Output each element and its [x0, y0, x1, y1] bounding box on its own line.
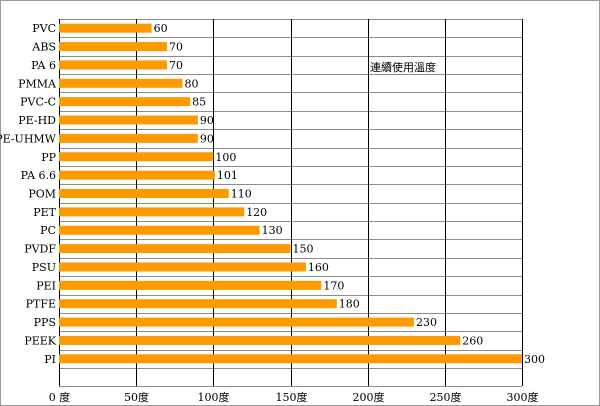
category-label: POM [28, 188, 56, 201]
category-label: PVC-C [20, 96, 56, 109]
bars [59, 23, 522, 364]
data-label: 230 [416, 316, 437, 329]
bar [59, 42, 168, 52]
bar [59, 133, 198, 143]
data-label: 85 [192, 96, 206, 109]
x-tick-label: 300度 [507, 390, 539, 404]
category-label: PC [40, 224, 56, 237]
bar [59, 207, 245, 217]
category-label: PE-HD [18, 114, 56, 127]
bar [59, 78, 183, 88]
data-label: 160 [308, 261, 329, 274]
x-tick-label: 100度 [198, 390, 230, 404]
bar [59, 244, 291, 254]
data-label: 101 [217, 169, 238, 182]
category-label: PI [44, 353, 56, 366]
category-label: ABS [31, 41, 56, 54]
category-label: PTFE [26, 298, 56, 311]
bar [59, 170, 215, 180]
data-label: 150 [293, 243, 314, 256]
x-tick-label: 150度 [276, 390, 308, 404]
data-label: 70 [169, 41, 183, 54]
labels: 0 度 50度 100度 150度 200度 250度 300度 PVC 60 ABS 70 PA 6… [0, 22, 545, 404]
data-label: 90 [200, 132, 214, 145]
category-label: PVDF [24, 243, 56, 256]
category-label: PEI [36, 279, 56, 292]
category-label: PE-UHMW [0, 132, 57, 145]
bar [59, 299, 337, 309]
category-label: PA 6.6 [21, 169, 56, 182]
data-label: 60 [154, 22, 168, 35]
category-label: PEEK [24, 334, 56, 347]
category-label: PMMA [18, 77, 57, 90]
bar [59, 354, 522, 364]
data-label: 80 [184, 77, 198, 90]
x-tick-label: 200度 [353, 390, 385, 404]
bar [59, 152, 214, 162]
bar [59, 115, 198, 125]
data-label: 260 [462, 334, 483, 347]
data-label: 300 [524, 353, 545, 366]
bar [59, 317, 414, 327]
data-label: 170 [323, 279, 344, 292]
category-label: PA 6 [31, 59, 56, 72]
category-label: PSU [32, 261, 56, 274]
bar [59, 60, 168, 70]
chart-annotation: 連續使用溫度 [370, 60, 436, 74]
data-label: 110 [231, 188, 252, 201]
data-label: 130 [262, 224, 283, 237]
category-label: PVC [32, 22, 56, 35]
bar [59, 189, 229, 198]
category-label: PP [41, 151, 56, 164]
x-tick-label: 0 度 [49, 390, 71, 404]
bar [59, 280, 322, 290]
category-label: PPS [34, 316, 56, 329]
data-label: 90 [200, 114, 214, 127]
bar [59, 335, 461, 345]
bar [59, 97, 191, 107]
data-label: 180 [339, 298, 360, 311]
data-label: 70 [169, 59, 183, 72]
x-tick-label: 250度 [430, 390, 462, 404]
x-tick-label: 50度 [124, 390, 149, 404]
category-label: PET [33, 206, 56, 219]
data-label: 100 [215, 151, 236, 164]
bar [59, 262, 306, 272]
data-label: 120 [246, 206, 267, 219]
bar [59, 225, 260, 235]
bar [59, 23, 152, 33]
